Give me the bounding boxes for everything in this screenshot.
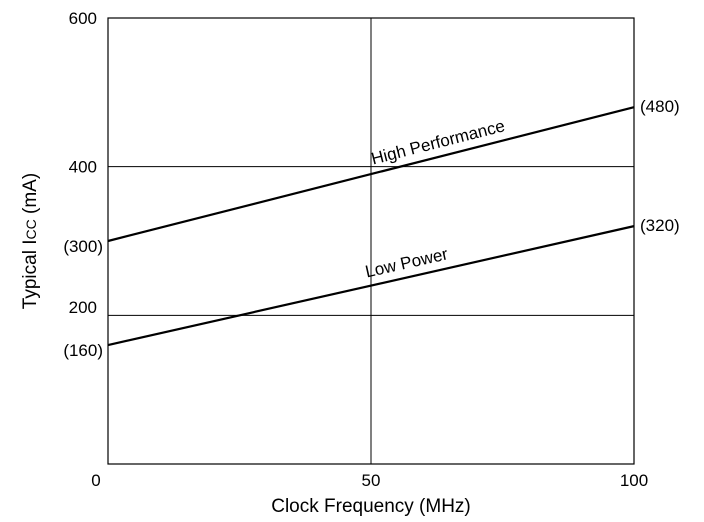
series-start-label-low-power: (160) xyxy=(63,341,103,360)
y-axis-title: Typical ICC (mA) xyxy=(20,173,41,309)
series-name-label-high-performance: High Performance xyxy=(369,116,506,168)
y-axis-title-subscript: CC xyxy=(23,219,39,239)
y-tick-label-200: 200 xyxy=(69,298,97,317)
x-tick-label-50: 50 xyxy=(362,471,381,490)
x-tick-label-100: 100 xyxy=(620,471,648,490)
series-end-label-low-power: (320) xyxy=(640,216,680,235)
y-tick-label-600: 600 xyxy=(69,9,97,28)
series-start-label-high-performance: (300) xyxy=(63,237,103,256)
series-line-high-performance xyxy=(107,106,635,243)
y-axis-title-unit: (mA) xyxy=(20,173,41,219)
y-tick-label-400: 400 xyxy=(69,158,97,177)
series-name-label-low-power: Low Power xyxy=(363,244,450,281)
x-tick-label-0: 0 xyxy=(91,471,100,490)
y-axis-title-main: Typical I xyxy=(20,239,41,309)
x-axis-title: Clock Frequency (MHz) xyxy=(271,496,471,517)
series-lines xyxy=(107,106,635,347)
series-line-low-power xyxy=(107,225,635,347)
tick-labels: 0 50 100 200 400 600 xyxy=(69,9,649,490)
grid-lines xyxy=(108,18,634,464)
series-end-label-high-performance: (480) xyxy=(640,97,680,116)
